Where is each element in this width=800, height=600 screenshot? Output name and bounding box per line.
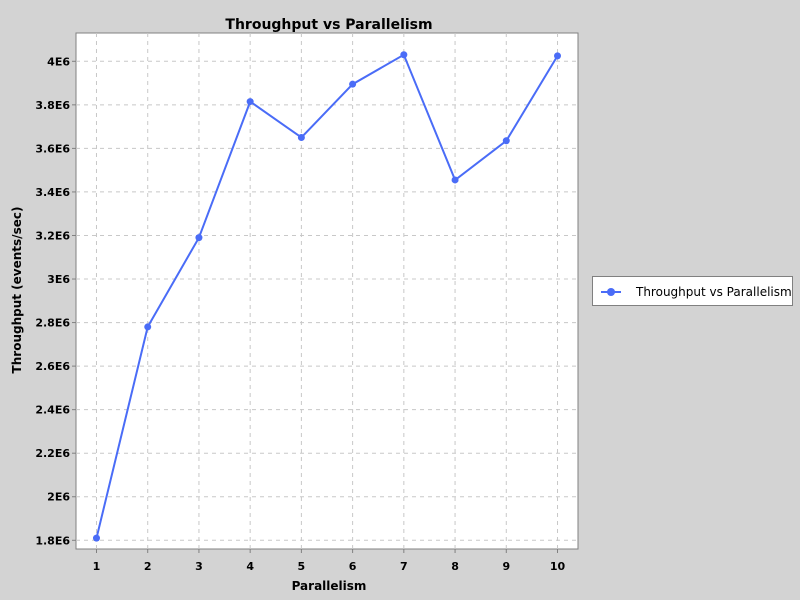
gridlines <box>76 33 578 549</box>
data-point <box>400 51 408 59</box>
series-line <box>95 53 559 539</box>
y-tick-label: 3.6E6 <box>35 142 70 155</box>
x-tick-label: 5 <box>298 560 306 573</box>
data-point <box>195 234 203 242</box>
y-tick-label: 1.8E6 <box>35 534 70 547</box>
x-tick-label: 3 <box>195 560 203 573</box>
legend-marker <box>607 288 615 296</box>
y-tick-label: 2.2E6 <box>35 447 70 460</box>
x-tick-label: 2 <box>144 560 152 573</box>
data-point <box>246 98 254 106</box>
x-tick-label: 10 <box>550 560 566 573</box>
x-tick-label: 8 <box>451 560 459 573</box>
y-tick-label: 3.8E6 <box>35 99 70 112</box>
y-tick-label: 2.6E6 <box>35 360 70 373</box>
axes: 1.8E6 2E6 2.2E6 2.4E6 2.6E6 2.8E6 3E6 3.2E6 3.4E… <box>35 55 565 573</box>
series-throughput <box>92 51 562 542</box>
y-tick-label: 3.4E6 <box>35 186 70 199</box>
y-tick-label: 2.4E6 <box>35 404 70 417</box>
x-axis-label: Parallelism <box>292 579 367 593</box>
y-axis-label: Throughput (events/sec) <box>10 207 24 374</box>
y-tick-label: 3E6 <box>47 273 70 286</box>
y-tick-label: 2E6 <box>47 491 70 504</box>
x-tick-label: 1 <box>93 560 101 573</box>
y-tick-label: 3.2E6 <box>35 229 70 242</box>
chart-title: Throughput vs Parallelism <box>225 17 432 33</box>
data-point <box>144 323 152 331</box>
x-tick-label: 9 <box>502 560 510 573</box>
data-point <box>451 176 459 184</box>
y-tick-label: 4E6 <box>47 55 70 68</box>
plot-area <box>75 32 579 550</box>
legend-label: Throughput vs Parallelism <box>636 285 792 299</box>
data-point <box>502 137 510 145</box>
data-point <box>349 80 357 88</box>
data-point <box>554 52 562 60</box>
x-tick-label: 4 <box>246 560 254 573</box>
data-point <box>92 534 100 542</box>
x-tick-label: 7 <box>400 560 408 573</box>
data-point <box>297 134 305 142</box>
legend: Throughput vs Parallelism <box>592 276 793 306</box>
x-tick-label: 6 <box>349 560 357 573</box>
y-tick-label: 2.8E6 <box>35 317 70 330</box>
